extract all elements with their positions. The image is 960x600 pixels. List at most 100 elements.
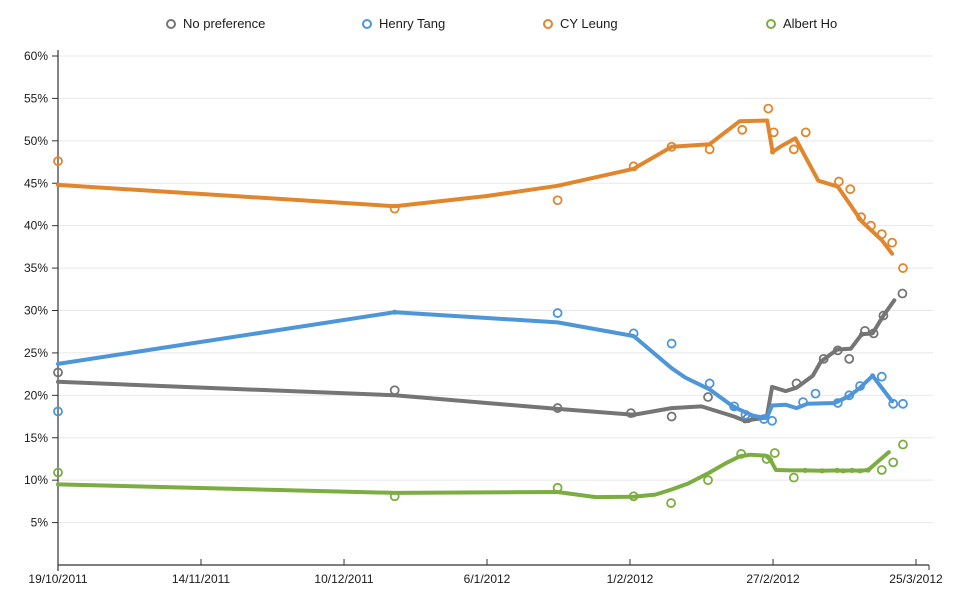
y-axis: 5% 10% 15% 20% 25% 30% 35% 40% 45% 50% 55% 60% xyxy=(24,49,59,571)
data-point xyxy=(769,448,780,458)
trend-vertex-dot xyxy=(869,373,876,379)
trend-vertex-dot xyxy=(819,468,825,474)
trend-vertex-dot xyxy=(834,467,840,474)
data-point xyxy=(791,378,802,389)
data-point xyxy=(704,378,715,389)
y-tick-label: 20% xyxy=(24,388,48,402)
series-cy-leung xyxy=(53,103,908,273)
y-tick-label: 60% xyxy=(24,49,48,63)
data-point xyxy=(833,176,844,187)
trend-line xyxy=(56,118,895,256)
data-point xyxy=(666,498,676,508)
trend-vertex-dot xyxy=(857,468,863,474)
series-marker-icon xyxy=(166,18,176,29)
series-marker-icon xyxy=(362,18,372,29)
data-point xyxy=(729,401,739,412)
data-point xyxy=(53,367,63,378)
x-tick-label: 6/1/2012 xyxy=(464,572,511,586)
y-tick-label: 15% xyxy=(24,431,48,445)
y-tick-label: 30% xyxy=(24,304,48,318)
y-tick-label: 5% xyxy=(31,516,49,530)
y-tick-label: 40% xyxy=(24,219,48,233)
chart-legend: No preference Henry Tang CY Leung Albert… xyxy=(0,0,960,46)
data-point xyxy=(844,353,855,364)
legend-item-cy-leung: CY Leung xyxy=(543,16,618,31)
data-point xyxy=(628,328,639,339)
data-point xyxy=(53,467,63,478)
data-point xyxy=(763,103,774,114)
x-tick-label: 14/11/2011 xyxy=(172,572,231,586)
data-point xyxy=(860,325,870,336)
data-point xyxy=(552,482,563,493)
data-point xyxy=(767,415,777,426)
data-point xyxy=(898,398,908,409)
data-point xyxy=(818,353,829,364)
data-point xyxy=(788,144,799,155)
legend-item-albert-ho: Albert Ho xyxy=(766,16,837,31)
x-tick-label: 10/12/2011 xyxy=(314,572,373,586)
legend-label: No preference xyxy=(183,16,266,31)
data-point xyxy=(552,195,563,206)
trend-vertex-dot xyxy=(849,467,855,474)
trend-line xyxy=(56,310,895,421)
x-tick-label: 19/10/2011 xyxy=(28,572,87,586)
y-tick-label: 55% xyxy=(24,91,48,105)
data-point xyxy=(552,403,563,413)
data-point xyxy=(768,127,779,138)
data-point xyxy=(855,381,865,391)
data-point xyxy=(810,388,821,399)
y-tick-label: 25% xyxy=(24,346,48,360)
data-point xyxy=(800,127,811,138)
data-point xyxy=(898,439,908,450)
data-point xyxy=(844,390,855,401)
trend-vertex-dot xyxy=(731,404,737,410)
series-marker-icon xyxy=(766,18,776,29)
series-albert-ho xyxy=(53,439,908,508)
data-point xyxy=(876,371,887,382)
trend-vertex-dot xyxy=(392,309,398,315)
data-point xyxy=(737,124,748,135)
x-tick-label: 25/3/2012 xyxy=(889,572,943,586)
trend-line xyxy=(56,298,897,423)
data-point xyxy=(666,338,677,349)
trend-vertex-dot xyxy=(840,468,846,474)
data-point xyxy=(736,448,747,459)
x-axis: 19/10/2011 14/11/2011 10/12/2011 6/1/2012 1/… xyxy=(28,559,943,586)
legend-label: Henry Tang xyxy=(379,16,446,31)
x-tick-label: 1/2/2012 xyxy=(607,572,654,586)
data-point xyxy=(856,212,867,223)
series-no-preference xyxy=(53,288,908,424)
data-point xyxy=(888,457,899,468)
y-tick-label: 50% xyxy=(24,134,48,148)
data-point xyxy=(740,409,751,420)
y-tick-label: 10% xyxy=(24,473,48,487)
trend-vertex-dot xyxy=(865,467,871,473)
data-point xyxy=(845,184,856,195)
data-point xyxy=(626,408,636,419)
data-point xyxy=(887,237,898,248)
gridlines xyxy=(58,55,933,524)
series-henry-tang xyxy=(53,308,908,426)
data-point xyxy=(876,229,887,240)
data-point xyxy=(666,141,677,152)
data-point xyxy=(866,220,876,231)
legend-label: Albert Ho xyxy=(783,16,838,31)
trend-vertex-dot xyxy=(770,149,776,155)
data-point xyxy=(53,156,63,167)
data-point xyxy=(876,465,887,475)
legend-item-no-preference: No preference xyxy=(166,16,265,31)
series-marker-icon xyxy=(543,18,553,29)
data-point xyxy=(389,203,400,214)
data-point xyxy=(389,491,400,502)
x-tick-label: 27/2/2012 xyxy=(746,572,800,586)
trend-vertex-dot xyxy=(802,467,808,474)
data-point xyxy=(703,475,713,486)
y-tick-label: 45% xyxy=(24,176,48,190)
data-point xyxy=(897,288,908,299)
data-point xyxy=(898,263,908,273)
data-point xyxy=(628,491,639,502)
data-point xyxy=(389,385,400,396)
data-point xyxy=(888,398,899,409)
